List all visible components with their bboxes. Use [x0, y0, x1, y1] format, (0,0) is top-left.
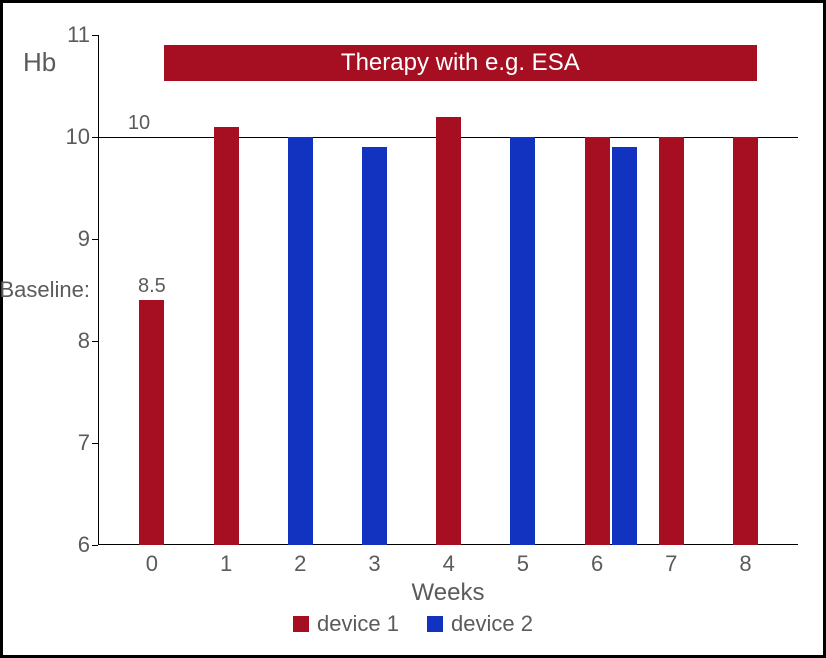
legend-label: device 2 [451, 611, 533, 637]
bar-device-2 [510, 137, 535, 545]
reference-line-10-label: 10 [128, 112, 150, 135]
x-tick-label: 7 [665, 545, 677, 577]
y-tick-mark [92, 341, 98, 342]
x-tick-label: 5 [517, 545, 529, 577]
chart-frame: Hb Therapy with e.g. ESA 10 67891011Base… [0, 0, 826, 658]
y-tick-mark [92, 443, 98, 444]
bar-device-1 [733, 137, 758, 545]
therapy-banner-text: Therapy with e.g. ESA [341, 49, 580, 77]
x-tick-label: 8 [739, 545, 751, 577]
bar-device-2 [612, 147, 637, 545]
y-axis-line [98, 35, 99, 545]
legend-item: device 1 [293, 611, 399, 637]
y-tick-mark [92, 35, 98, 36]
bar-device-1 [214, 127, 239, 545]
bar-device-1 [659, 137, 684, 545]
y-tick-mark [92, 545, 98, 546]
x-tick-label: 6 [591, 545, 603, 577]
x-tick-label: 0 [146, 545, 158, 577]
x-tick-label: 3 [368, 545, 380, 577]
y-tick-mark [92, 239, 98, 240]
legend-label: device 1 [317, 611, 399, 637]
chart-plot-area: Therapy with e.g. ESA 10 67891011Baselin… [98, 35, 798, 545]
hb-axis-label: Hb [23, 47, 56, 78]
bar-device-1 [436, 117, 461, 545]
x-axis-title: Weeks [412, 579, 485, 607]
x-tick-label: 1 [220, 545, 232, 577]
legend: device 1 device 2 [3, 611, 823, 637]
legend-swatch [427, 616, 443, 632]
y-tick-mark [92, 137, 98, 138]
therapy-banner: Therapy with e.g. ESA [164, 45, 758, 81]
bar-device-2 [288, 137, 313, 545]
baseline-label: Baseline: [0, 277, 98, 303]
x-tick-label: 2 [294, 545, 306, 577]
legend-swatch [293, 616, 309, 632]
bar-device-1 [139, 300, 164, 545]
bar-device-2 [362, 147, 387, 545]
bar-device-1 [585, 137, 610, 545]
bar-value-label: 8.5 [138, 275, 166, 298]
x-tick-label: 4 [443, 545, 455, 577]
legend-item: device 2 [427, 611, 533, 637]
